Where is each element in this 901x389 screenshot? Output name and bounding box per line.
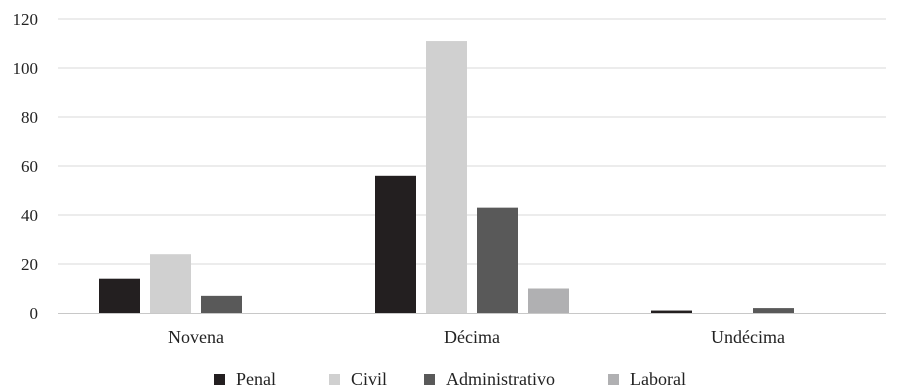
legend: Penal Civil Administrativo Laboral xyxy=(214,369,686,389)
legend-label-civil: Civil xyxy=(351,369,387,389)
legend-swatch-administrativo xyxy=(424,374,435,385)
bar-penal-undécima xyxy=(651,310,692,313)
gridlines xyxy=(58,18,886,265)
x-category-label: Novena xyxy=(168,327,224,347)
x-category-label: Undécima xyxy=(711,327,785,347)
y-tick-label: 80 xyxy=(21,108,38,127)
y-tick-label: 100 xyxy=(13,59,39,78)
x-axis-categories: Novena Décima Undécima xyxy=(168,327,785,347)
bar-administrativo-décima xyxy=(477,207,518,313)
legend-label-penal: Penal xyxy=(236,369,276,389)
y-tick-label: 0 xyxy=(30,304,39,323)
bar-civil-novena xyxy=(150,254,191,313)
legend-swatch-penal xyxy=(214,374,225,385)
y-axis-ticks: 0 20 40 60 80 100 120 xyxy=(13,10,39,323)
bars xyxy=(99,41,794,314)
legend-swatch-civil xyxy=(329,374,340,385)
bar-administrativo-undécima xyxy=(753,308,794,313)
legend-swatch-laboral xyxy=(608,374,619,385)
bar-administrativo-novena xyxy=(201,295,242,313)
x-category-label: Décima xyxy=(444,327,500,347)
bar-laboral-décima xyxy=(528,288,569,313)
bar-penal-novena xyxy=(99,278,140,313)
bar-penal-décima xyxy=(375,175,416,313)
y-tick-label: 20 xyxy=(21,255,38,274)
bar-civil-décima xyxy=(426,41,467,314)
y-tick-label: 60 xyxy=(21,157,38,176)
legend-label-laboral: Laboral xyxy=(630,369,686,389)
y-tick-label: 40 xyxy=(21,206,38,225)
legend-label-administrativo: Administrativo xyxy=(446,369,555,389)
y-tick-label: 120 xyxy=(13,10,39,29)
